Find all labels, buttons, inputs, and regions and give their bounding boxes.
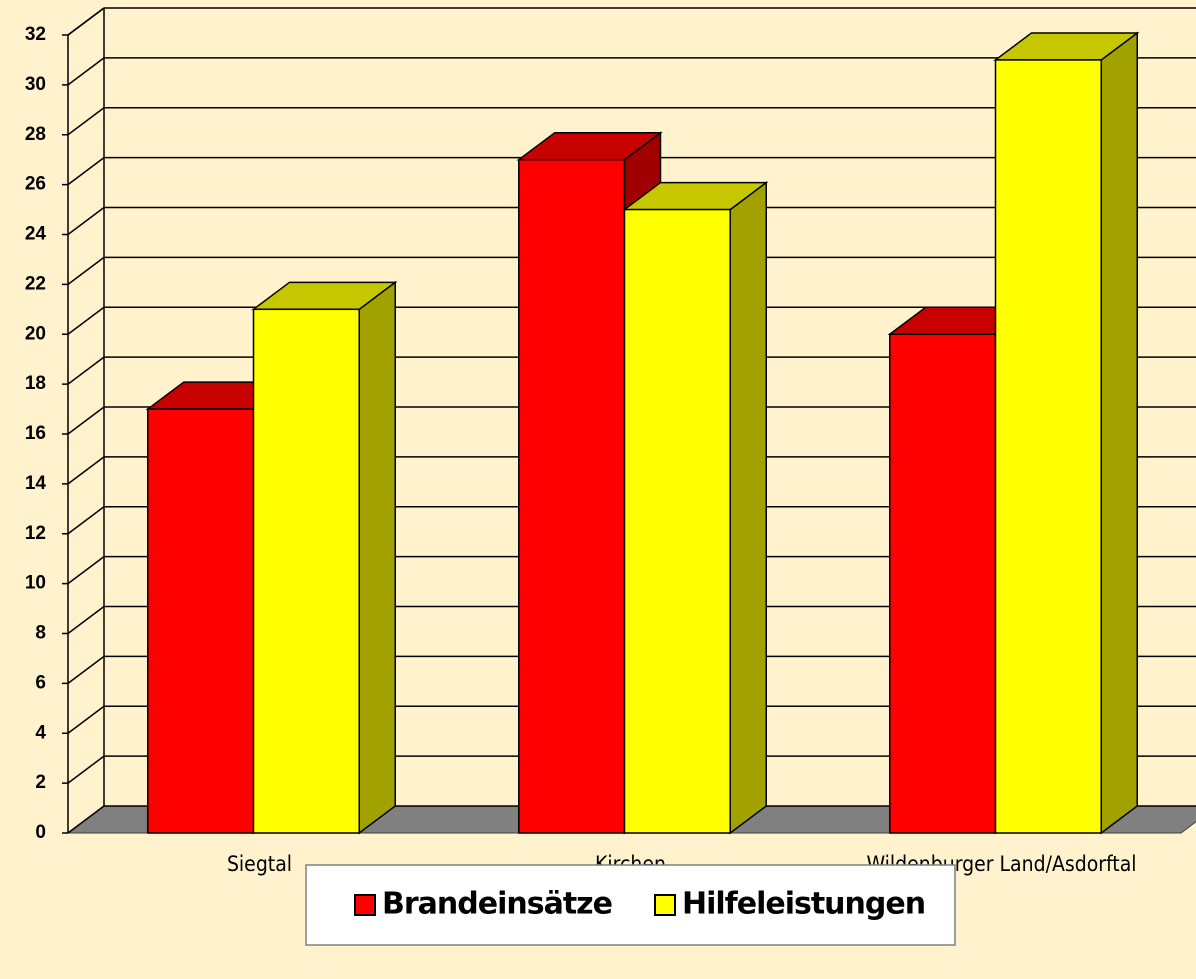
- bar: [889, 333, 997, 834]
- side-grid-line: [67, 107, 105, 136]
- side-grid-line: [67, 556, 105, 585]
- y-tick-label: 20: [25, 323, 46, 344]
- legend-swatch: [654, 894, 676, 916]
- legend: Brandeinsätze Hilfeleistungen: [305, 864, 956, 946]
- y-tick-label: 30: [25, 74, 46, 95]
- y-tick-label: 10: [25, 573, 46, 594]
- side-grid-line: [67, 256, 105, 285]
- side-grid-line: [67, 755, 105, 784]
- side-grid-line: [67, 506, 105, 535]
- side-grid-line: [67, 7, 105, 36]
- y-tick-label: 6: [35, 672, 46, 693]
- side-grid-line: [67, 605, 105, 635]
- bar-side: [358, 280, 396, 835]
- legend-box: [305, 864, 956, 946]
- bar: [147, 408, 255, 834]
- side-grid-line: [67, 206, 105, 236]
- y-tick-label: 14: [25, 473, 47, 494]
- bar: [252, 308, 360, 834]
- bar: [994, 59, 1102, 834]
- side-grid-line: [67, 406, 105, 435]
- side-grid-line: [67, 306, 105, 335]
- x-tick-label: Siegtal: [227, 852, 292, 876]
- side-grid-line: [67, 805, 105, 834]
- bar: [518, 158, 626, 834]
- plot-marks: Siegtal Kirchen Wildenburger Land/Asdorfta…: [145, 31, 1140, 876]
- bar-side: [1100, 31, 1138, 835]
- y-tick-label: 4: [35, 722, 46, 743]
- y-tick-label: 24: [25, 224, 47, 245]
- legend-label: Brandeinsätze: [382, 887, 612, 922]
- legend-label: Hilfeleistungen: [682, 887, 925, 922]
- y-tick-label: 18: [25, 373, 46, 394]
- y-tick-label: 16: [25, 423, 46, 444]
- side-grid-line: [67, 456, 105, 485]
- side-grid-line: [67, 356, 105, 385]
- bar: [623, 208, 731, 834]
- side-grid-line: [67, 157, 105, 186]
- y-tick-label: 32: [25, 24, 46, 45]
- side-grid-line: [67, 655, 105, 684]
- side-grid-line: [67, 57, 105, 86]
- bar-side: [729, 181, 767, 835]
- y-tick-label: 0: [35, 822, 46, 843]
- y-tick-label: 22: [25, 273, 46, 294]
- y-tick-label: 2: [35, 772, 46, 793]
- y-tick-label: 28: [25, 124, 46, 145]
- legend-swatch: [354, 894, 376, 916]
- side-grid-line: [67, 705, 105, 734]
- y-tick-label: 8: [35, 623, 46, 644]
- y-tick-label: 26: [25, 174, 46, 195]
- y-tick-label: 12: [25, 523, 46, 544]
